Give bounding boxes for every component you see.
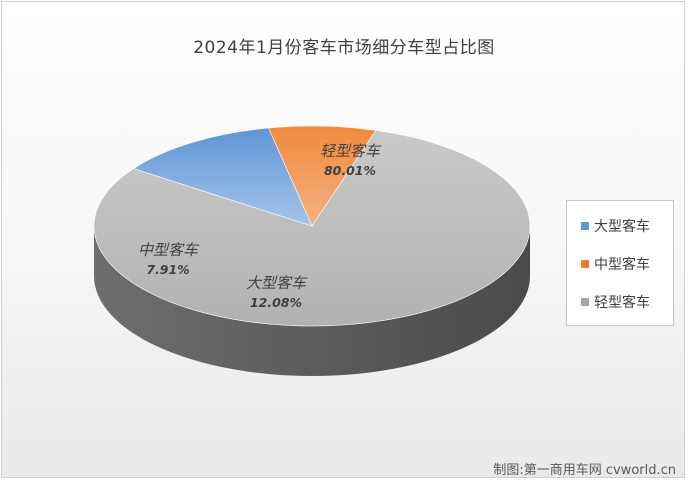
- slice-label-large: 大型客车 12.08%: [226, 273, 326, 313]
- source-credit: 制图:第一商用车网 cvworld.cn: [493, 463, 676, 478]
- legend-item-large: 大型客车: [581, 217, 650, 235]
- pie-slice-light: [93, 130, 531, 327]
- legend-item-medium: 中型客车: [581, 255, 650, 273]
- slice-label-medium: 中型客车 7.91%: [118, 240, 218, 280]
- slice-label-large-name: 大型客车: [245, 274, 306, 292]
- pie-slice-large: [132, 127, 313, 227]
- chart-title: 2024年1月份客车市场细分车型占比图: [193, 38, 495, 58]
- pie-side-light: [94, 226, 530, 376]
- slice-label-medium-value: 7.91%: [146, 262, 190, 277]
- legend-label-light: 轻型客车: [594, 295, 650, 311]
- slice-label-large-value: 12.08%: [249, 295, 303, 310]
- legend-item-light: 轻型客车: [581, 293, 650, 311]
- slice-label-medium-name: 中型客车: [137, 241, 198, 259]
- slice-label-light-name: 轻型客车: [319, 142, 380, 160]
- slice-label-light: 轻型客车 80.01%: [300, 141, 400, 181]
- legend-swatch-light: [581, 298, 589, 306]
- legend-swatch-medium: [581, 260, 589, 268]
- pie-slice-medium: [268, 125, 377, 227]
- legend-label-large: 大型客车: [594, 219, 650, 235]
- legend: 大型客车 中型客车 轻型客车: [566, 200, 674, 326]
- slice-label-light-value: 80.01%: [323, 163, 377, 178]
- legend-swatch-large: [581, 222, 589, 230]
- legend-label-medium: 中型客车: [594, 257, 650, 273]
